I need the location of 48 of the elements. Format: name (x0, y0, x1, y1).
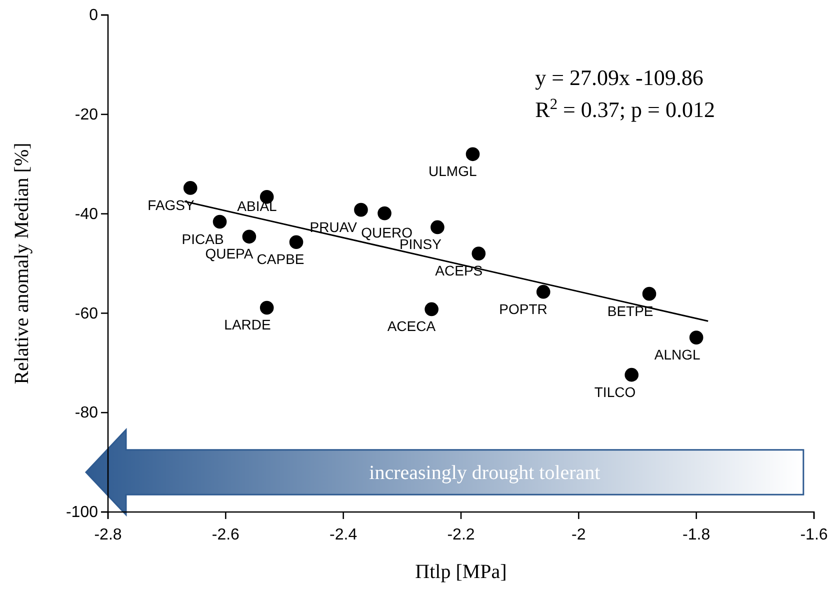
point (689, 330, 704, 344)
y-tick-label: -100 (66, 504, 98, 522)
annotation: ALNGL (654, 346, 701, 363)
y-tick-label: 0 (89, 7, 98, 24)
annotation: POPTR (499, 300, 548, 317)
point (424, 302, 438, 316)
annotation: PRUAV (310, 218, 358, 235)
y-axis-title: Relative anomaly Median [%] (11, 142, 33, 384)
x-tick-label: -2 (572, 526, 586, 544)
annotation: CAPBE (256, 251, 304, 268)
annotation: ACEPS (435, 262, 483, 279)
y-tick-label: -60 (74, 305, 98, 322)
point (212, 214, 227, 229)
annotation: BETPE (607, 302, 654, 319)
x-axis-title: Πtlp [MPa] (415, 561, 507, 583)
point (430, 220, 444, 234)
annotation: ULMGL (428, 163, 477, 180)
point (624, 368, 639, 382)
annotation: ABIAL (237, 198, 278, 214)
annotation: QUERO (361, 224, 413, 240)
point (642, 286, 656, 301)
point (260, 300, 274, 315)
annotation: ACECA (387, 318, 436, 334)
point (472, 246, 486, 260)
point (466, 147, 480, 162)
annotation: increasingly drought tolerant (369, 462, 601, 484)
point (289, 235, 304, 250)
y-tick-label: -20 (74, 106, 98, 124)
annotation: FAGSY (148, 196, 196, 213)
annotation: PICAB (182, 230, 224, 247)
x-tick-label: -2.8 (94, 526, 122, 544)
annotation: LARDE (224, 316, 271, 333)
point (183, 181, 198, 195)
point (536, 284, 550, 299)
point (354, 202, 368, 217)
y-tick-label: -80 (74, 404, 98, 422)
x-tick-label: -1.8 (682, 526, 710, 544)
annotation: TILCO (594, 384, 636, 400)
annotation: y = 27.09x -109.86 (535, 65, 704, 90)
x-tick-label: -2.4 (330, 526, 358, 544)
point (242, 230, 256, 244)
x-tick-label: -1.6 (800, 526, 828, 544)
point (378, 206, 392, 220)
x-tick-label: -2.6 (212, 526, 240, 544)
annotation: R$^{2}$ = 0.37; p = 0.012 (535, 96, 715, 122)
annotation: QUEPA (205, 246, 254, 262)
y-tick-label: -40 (74, 206, 98, 223)
x-tick-label: -2.2 (447, 526, 475, 544)
